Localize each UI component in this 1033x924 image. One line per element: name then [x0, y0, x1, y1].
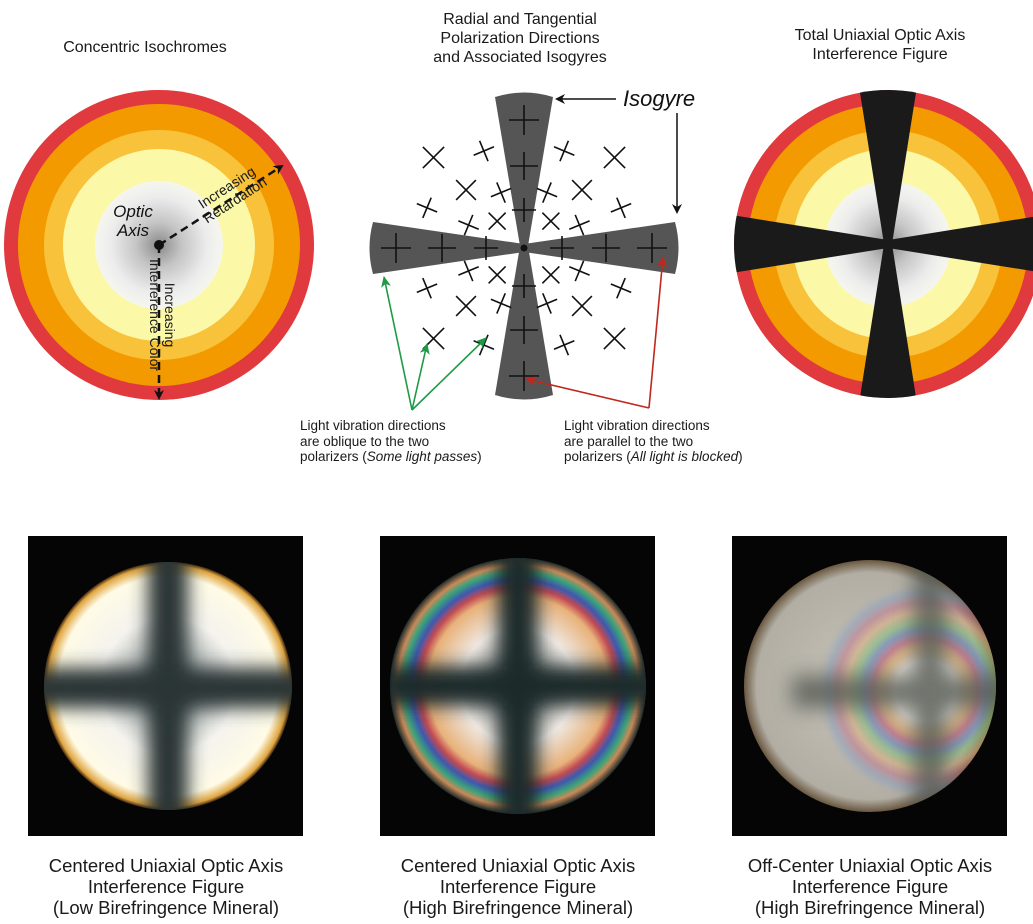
vibration-cross-line — [574, 214, 585, 236]
vibration-cross-line — [488, 265, 507, 284]
retardation-arrow — [158, 164, 284, 247]
parallel-note: Light vibration directions are parallel … — [564, 418, 743, 464]
total-interference-figure — [734, 90, 1033, 398]
vibration-cross-line — [422, 277, 432, 299]
oblique-arrows — [381, 276, 487, 411]
photo-off-center — [732, 536, 1007, 836]
optic-axis-label: Optic Axis — [113, 202, 153, 240]
vibration-cross-line — [422, 197, 432, 219]
vibration-cross-line — [488, 212, 507, 231]
photo-high-birefringence — [380, 536, 655, 836]
interference-color-label: Increasing Interference Color — [147, 258, 178, 372]
vibration-cross-line — [571, 179, 593, 201]
vibration-cross-line — [541, 212, 560, 231]
center-point — [520, 244, 528, 252]
vibration-cross-line — [603, 146, 626, 169]
total-figure-title: Total Uniaxial Optic Axis Interference F… — [794, 27, 966, 63]
vibration-crosses — [381, 105, 667, 391]
vibration-cross-line — [490, 187, 512, 198]
isochromes-diagram — [4, 90, 314, 400]
oblique-note: Light vibration directions are oblique t… — [300, 418, 482, 464]
vibration-cross-line — [455, 179, 477, 201]
vibration-cross-line — [603, 327, 626, 350]
vibration-cross-line — [473, 146, 495, 156]
vibration-cross-line — [455, 295, 477, 317]
vibration-cross-line — [553, 146, 575, 156]
photo-low-birefringence — [28, 536, 303, 836]
parallel-arrows — [525, 256, 668, 409]
caption-off-center: Off-Center Uniaxial Optic Axis Interfere… — [747, 855, 993, 918]
vibration-cross-line — [616, 277, 626, 299]
caption-high-birefringence: Centered Uniaxial Optic Axis Interferenc… — [400, 855, 636, 918]
vibration-cross-line — [541, 265, 560, 284]
vibration-cross-line — [422, 146, 445, 169]
vibration-cross-line — [536, 298, 558, 309]
polarization-title: Radial and Tangential Polarization Direc… — [433, 11, 607, 66]
vibration-cross-line — [574, 260, 585, 282]
vibration-cross-line — [463, 214, 474, 236]
isogyre-label: Isogyre — [623, 86, 696, 111]
vibration-cross-line — [490, 298, 512, 309]
vibration-cross-line — [616, 197, 626, 219]
vibration-cross-line — [463, 260, 474, 282]
isochromes-title: Concentric Isochromes — [63, 39, 227, 56]
vibration-cross-line — [422, 327, 445, 350]
vibration-cross-line — [553, 340, 575, 350]
caption-low-birefringence: Centered Uniaxial Optic Axis Interferenc… — [48, 855, 284, 918]
vibration-cross-line — [571, 295, 593, 317]
vibration-cross-line — [536, 187, 558, 198]
